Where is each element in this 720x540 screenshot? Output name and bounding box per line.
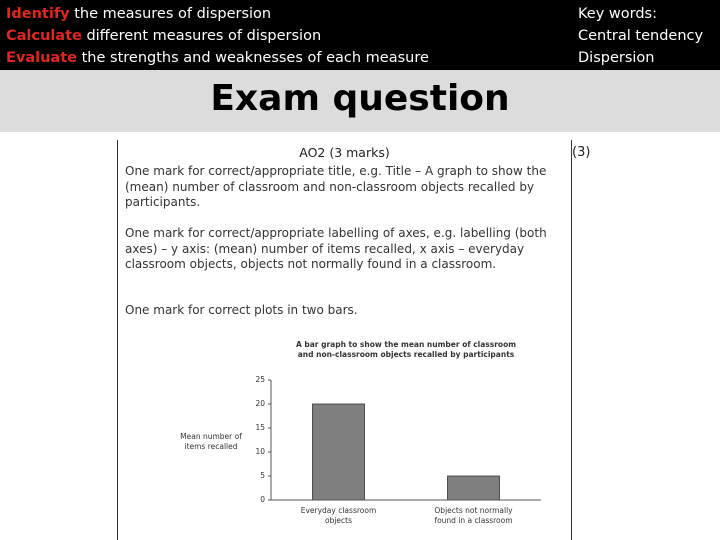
key-word: Central tendency — [578, 28, 704, 44]
key-word: Dispersion — [578, 50, 655, 66]
y-tick-label: 5 — [260, 471, 265, 480]
chart: 0 5 10 15 20 25 — [255, 375, 541, 504]
mark-scheme: AO2 (3 marks) One mark for correct/appro… — [117, 140, 572, 540]
objective: Evaluate the strengths and weaknesses of… — [6, 50, 429, 66]
mark-point: One mark for correct/appropriate labelli… — [125, 226, 547, 271]
x-tick-label: Everyday classroom objects — [300, 506, 377, 525]
chart-title: A bar graph to show the mean number of c… — [295, 340, 517, 359]
objective-text: the strengths and weaknesses of each mea… — [81, 50, 429, 66]
y-axis-label: Mean number of items recalled — [180, 432, 242, 451]
objective-text: different measures of dispersion — [86, 28, 322, 44]
objective: Identify the measures of dispersion — [6, 6, 271, 22]
bar — [447, 475, 500, 501]
objective-verb: Identify — [6, 6, 70, 22]
objective: Calculate different measures of dispersi… — [6, 28, 321, 44]
slide-title: Exam question — [210, 78, 510, 119]
objective-verb: Evaluate — [6, 50, 77, 66]
mark-scheme-heading: AO2 (3 marks) — [299, 145, 390, 160]
objective-text: the measures of dispersion — [74, 6, 272, 22]
y-tick-label: 15 — [255, 423, 265, 432]
header: Identify the measures of dispersion Calc… — [0, 0, 720, 70]
y-tick-label: 10 — [255, 447, 265, 456]
mark-point: One mark for correct plots in two bars. — [125, 303, 358, 317]
title-band — [0, 70, 720, 132]
x-tick-label: Objects not normally found in a classroo… — [434, 506, 513, 525]
y-tick-label: 20 — [255, 399, 265, 408]
marks-total: (3) — [572, 145, 591, 160]
y-tick-label: 25 — [255, 375, 265, 384]
mark-point: One mark for correct/appropriate title, … — [125, 164, 547, 209]
bar — [312, 403, 365, 501]
key-words-heading: Key words: — [578, 6, 657, 22]
objective-verb: Calculate — [6, 28, 82, 44]
y-tick-label: 0 — [260, 495, 265, 504]
